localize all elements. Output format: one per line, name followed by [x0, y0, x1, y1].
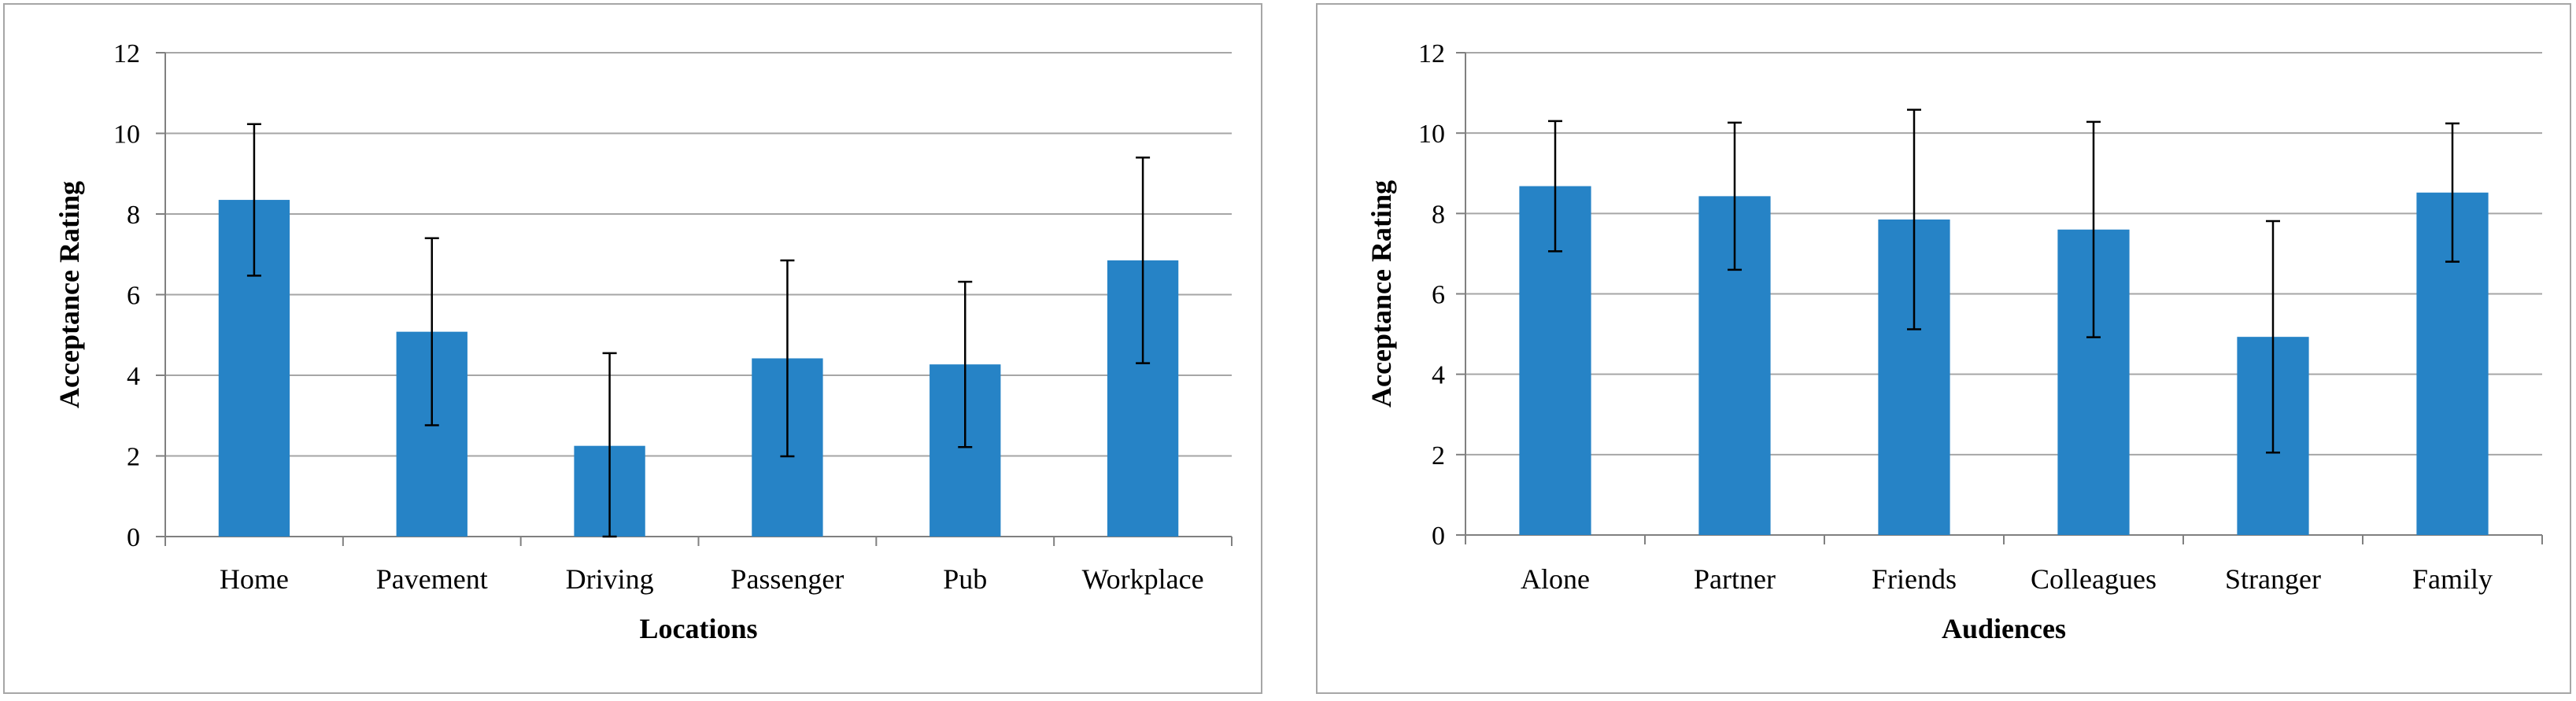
chart1-y-tick-label: 10 — [113, 120, 140, 149]
chart1-y-tick-label: 0 — [127, 523, 140, 552]
chart2-frame — [1316, 3, 2571, 694]
chart1-category-label: Passenger — [730, 563, 844, 595]
chart1-y-tick-label: 12 — [113, 39, 140, 68]
chart1-category-label: Home — [220, 563, 289, 595]
chart2-x-axis-title: Audiences — [1942, 613, 2066, 644]
chart2-category-label: Stranger — [2225, 563, 2321, 595]
chart1-y-tick-label: 8 — [127, 201, 140, 230]
chart1-y-tick-label: 4 — [127, 362, 140, 391]
chart2-category-label: Friends — [1872, 563, 1957, 595]
chart2-category-label: Alone — [1521, 563, 1590, 595]
chart1-category-label: Workplace — [1082, 563, 1204, 595]
chart1-category-label: Pavement — [376, 563, 488, 595]
chart2-y-tick-label: 6 — [1432, 281, 1445, 310]
chart2-y-tick-label: 10 — [1418, 120, 1445, 149]
chart2-y-axis-title: Acceptance Rating — [1366, 180, 1397, 408]
chart2-y-tick-label: 0 — [1432, 522, 1445, 551]
chart1-y-tick-label: 6 — [127, 282, 140, 311]
chart2-y-tick-label: 12 — [1418, 39, 1445, 68]
chart1-frame — [3, 3, 1262, 694]
chart2-y-tick-label: 2 — [1432, 441, 1445, 470]
chart1-y-tick-label: 2 — [127, 443, 140, 472]
chart2-category-label: Colleagues — [2031, 563, 2157, 595]
chart2-y-tick-label: 8 — [1432, 200, 1445, 229]
chart1-category-label: Pub — [943, 563, 987, 595]
chart1-category-label: Driving — [566, 563, 654, 595]
chart2-category-label: Partner — [1694, 563, 1776, 595]
chart2-category-label: Family — [2412, 563, 2493, 595]
chart1-x-axis-title: Locations — [639, 613, 757, 644]
chart1-y-axis-title: Acceptance Rating — [54, 181, 85, 408]
chart2-y-tick-label: 4 — [1432, 361, 1445, 390]
